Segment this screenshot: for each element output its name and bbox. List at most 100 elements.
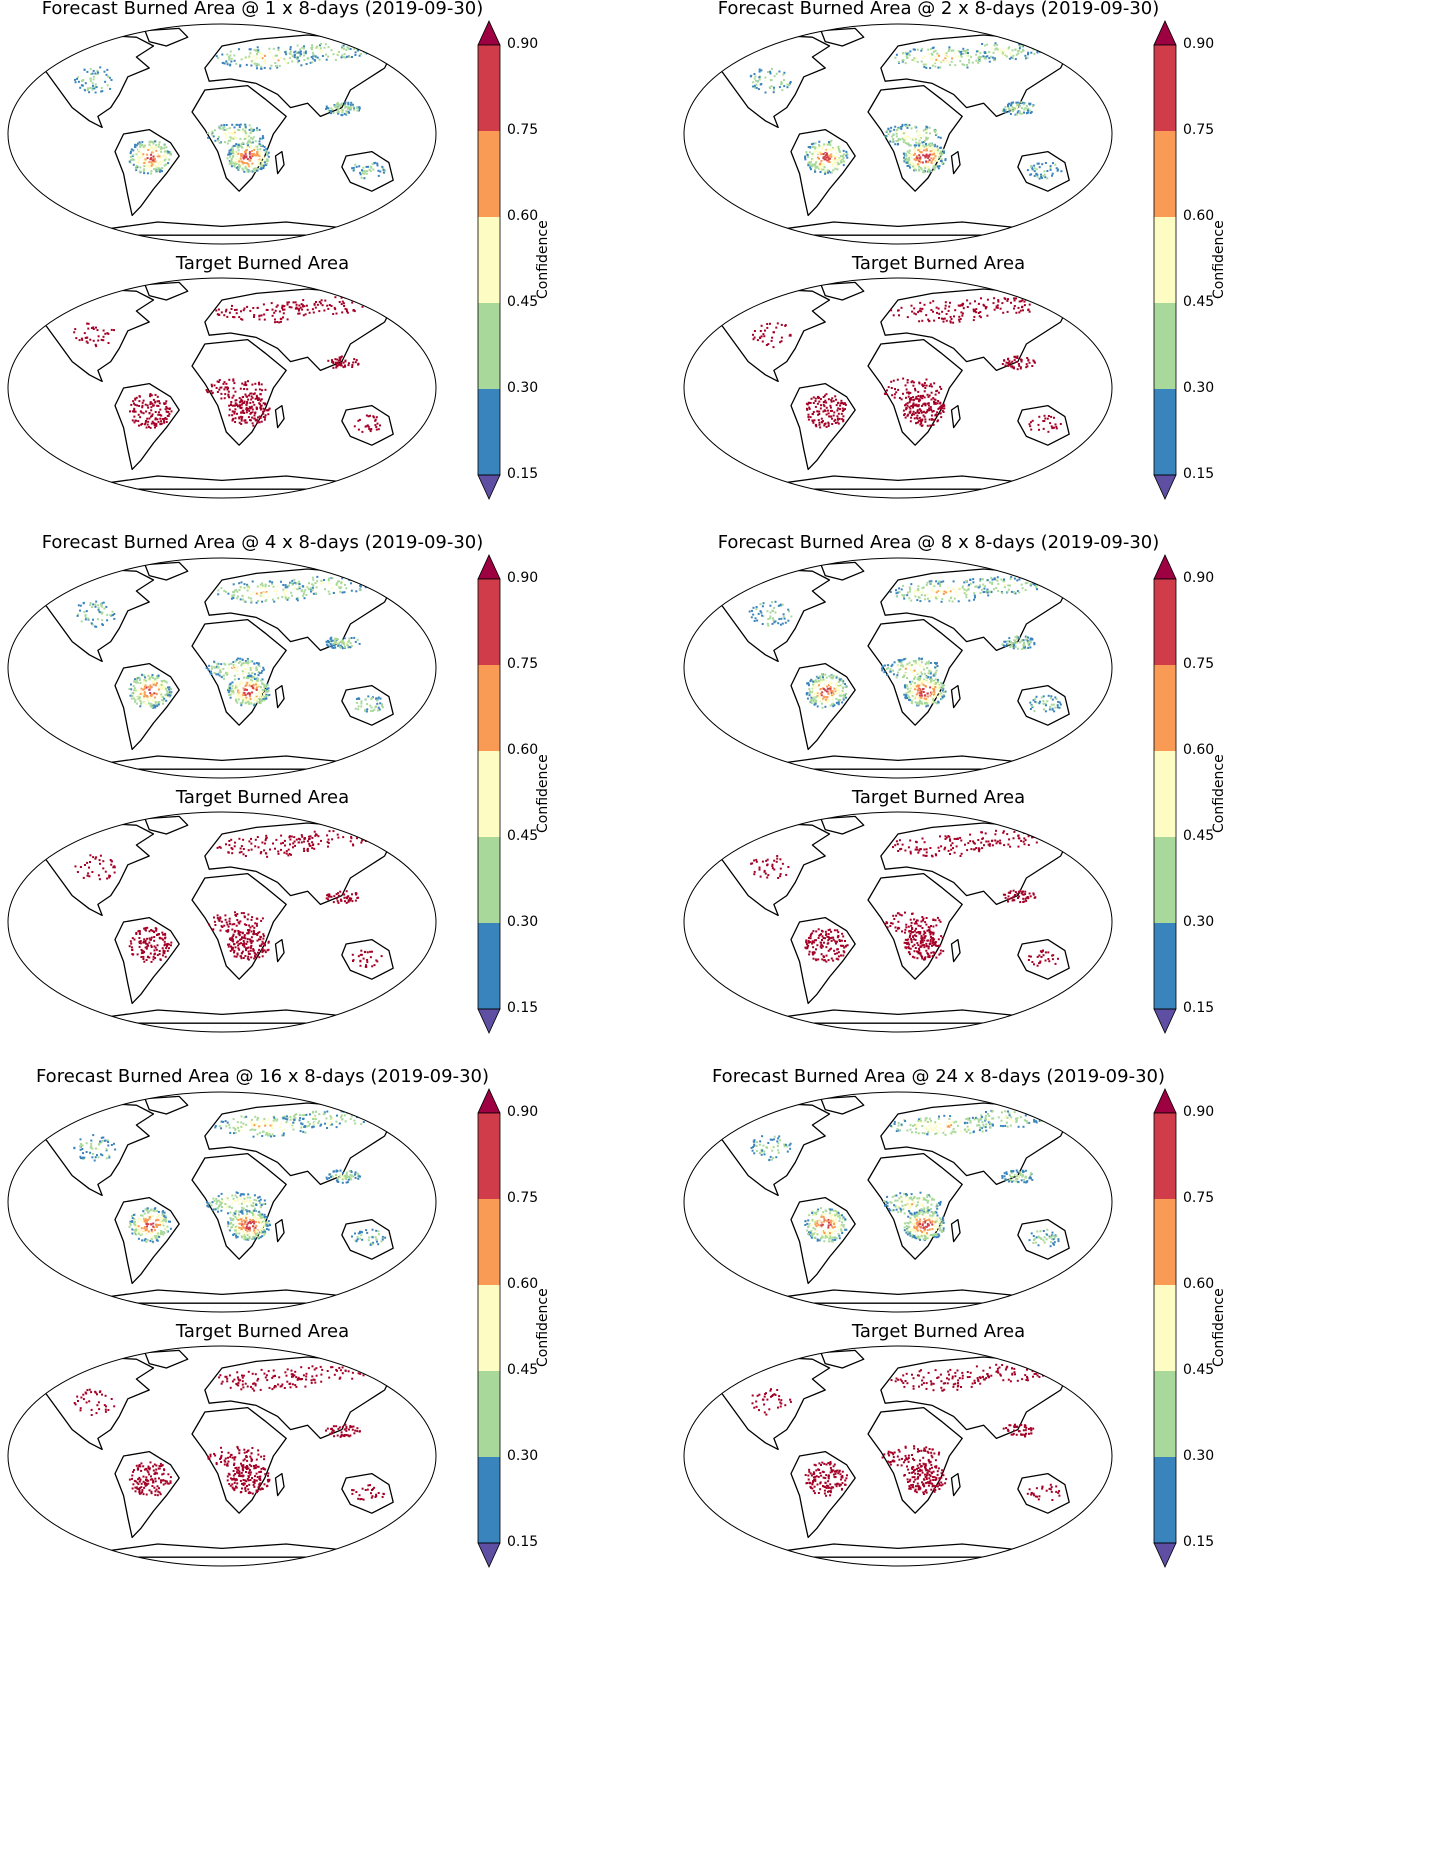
colorbar-band — [478, 131, 500, 217]
australia-coast — [341, 1472, 394, 1514]
antarctica-coast — [747, 221, 1049, 236]
target-map — [7, 277, 437, 499]
forecast-confidence-marks — [749, 42, 1063, 180]
forecast-confidence-marks — [74, 42, 387, 180]
greenland-coast — [144, 815, 189, 835]
colorbar-band — [478, 665, 500, 751]
colorbar-band — [478, 389, 500, 475]
greenland-coast — [144, 1349, 189, 1369]
target-burn-marks — [751, 1363, 1061, 1501]
antarctica-coast — [747, 1289, 1049, 1304]
north-america-coast — [709, 568, 831, 663]
colorbar-band — [478, 923, 500, 1009]
colorbar-tick-label: 0.90 — [1183, 1104, 1215, 1120]
colorbar-title: Confidence — [1211, 754, 1227, 833]
target-burn-marks — [74, 830, 383, 968]
map-boundary — [7, 1345, 437, 1567]
madagascar-coast — [274, 1218, 285, 1243]
colorbar-under-arrow — [1153, 1008, 1177, 1034]
colorbar-tick-label: 0.75 — [1183, 1190, 1215, 1206]
colorbar-band — [1154, 131, 1176, 217]
antarctica-coast — [71, 221, 373, 236]
colorbar-title: Confidence — [1211, 1288, 1227, 1367]
colorbar-tick-label: 0.30 — [1183, 380, 1215, 396]
north-america-coast — [709, 1102, 831, 1197]
colorbar-tick-label: 0.15 — [507, 1534, 539, 1550]
colorbar-tick-label: 0.60 — [1183, 742, 1215, 758]
colorbar-tick-label: 0.45 — [507, 828, 539, 844]
colorbar-tick-label: 0.75 — [1183, 656, 1215, 672]
madagascar-coast — [950, 1472, 961, 1497]
panel-4x: Forecast Burned Area @ 4 x 8-days (2019-… — [0, 532, 728, 1154]
africa-coast — [867, 872, 963, 980]
colorbar-tick-label: 0.75 — [1183, 122, 1215, 138]
antarctica-coast — [747, 1543, 1049, 1558]
north-america-coast — [709, 1356, 831, 1451]
forecast-confidence-marks — [750, 1109, 1060, 1248]
target-map — [7, 1345, 437, 1567]
eurasia-coast — [880, 1356, 1070, 1440]
colorbar-under-arrow — [1153, 1542, 1177, 1568]
greenland-coast — [144, 561, 189, 581]
madagascar-coast — [950, 404, 961, 429]
north-america-coast — [709, 34, 831, 129]
colorbar-band — [1154, 665, 1176, 751]
colorbar-tick-label: 0.75 — [507, 122, 539, 138]
panel-2x: Forecast Burned Area @ 2 x 8-days (2019-… — [676, 0, 1404, 620]
target-title: Target Burned Area — [851, 787, 1026, 808]
colorbar-band — [1154, 303, 1176, 389]
colorbar-over-arrow — [477, 554, 501, 580]
colorbar-scale — [1153, 554, 1177, 1034]
africa-coast — [191, 618, 287, 726]
forecast-title: Forecast Burned Area @ 4 x 8-days (2019-… — [41, 532, 484, 553]
colorbar-title: Confidence — [535, 1288, 551, 1367]
africa-coast — [867, 1152, 963, 1260]
colorbar-tick-label: 0.30 — [507, 914, 539, 930]
forecast-title: Forecast Burned Area @ 1 x 8-days (2019-… — [41, 0, 484, 19]
colorbar-under-arrow — [477, 474, 501, 500]
madagascar-coast — [950, 684, 961, 709]
north-america-coast — [33, 568, 155, 663]
colorbar-band — [1154, 1457, 1176, 1543]
target-burn-marks — [750, 829, 1059, 967]
eurasia-coast — [880, 822, 1070, 906]
map-boundary — [683, 557, 1113, 779]
target-burn-marks — [73, 1365, 385, 1501]
colorbar-title: Confidence — [1211, 220, 1227, 299]
colorbar-under-arrow — [1153, 474, 1177, 500]
forecast-map — [7, 1091, 437, 1313]
forecast-title: Forecast Burned Area @ 2 x 8-days (2019-… — [717, 0, 1160, 19]
eurasia-coast — [204, 1356, 394, 1440]
antarctica-coast — [747, 475, 1049, 490]
colorbar-over-arrow — [1153, 20, 1177, 46]
colorbar-tick-label: 0.75 — [507, 656, 539, 672]
colorbar-band — [478, 837, 500, 923]
map-boundary — [683, 277, 1113, 499]
forecast-confidence-marks — [73, 1110, 387, 1246]
greenland-coast — [144, 1095, 189, 1115]
madagascar-coast — [274, 150, 285, 175]
forecast-confidence-marks — [76, 575, 384, 713]
colorbar-band — [478, 1285, 500, 1371]
colorbar-tick-label: 0.90 — [1183, 36, 1215, 52]
colorbar-band — [1154, 751, 1176, 837]
colorbar-tick-label: 0.45 — [1183, 828, 1215, 844]
forecast-title: Forecast Burned Area @ 16 x 8-days (2019… — [35, 1066, 490, 1087]
map-boundary — [683, 1091, 1113, 1313]
africa-coast — [191, 84, 287, 192]
africa-coast — [191, 1406, 287, 1514]
colorbar-band — [478, 579, 500, 665]
map-boundary — [683, 23, 1113, 245]
south-america-coast — [790, 1450, 856, 1539]
colorbar-tick-label: 0.45 — [507, 1362, 539, 1378]
north-america-coast — [33, 822, 155, 917]
colorbar-tick-label: 0.15 — [507, 1000, 539, 1016]
africa-coast — [191, 872, 287, 980]
panel-1x: Forecast Burned Area @ 1 x 8-days (2019-… — [0, 0, 728, 620]
antarctica-coast — [71, 475, 373, 490]
colorbar-tick-label: 0.75 — [507, 1190, 539, 1206]
colorbar-tick-label: 0.15 — [1183, 1534, 1215, 1550]
colorbar-tick-label: 0.30 — [507, 1448, 539, 1464]
colorbar-tick-label: 0.90 — [507, 36, 539, 52]
australia-coast — [341, 684, 394, 726]
